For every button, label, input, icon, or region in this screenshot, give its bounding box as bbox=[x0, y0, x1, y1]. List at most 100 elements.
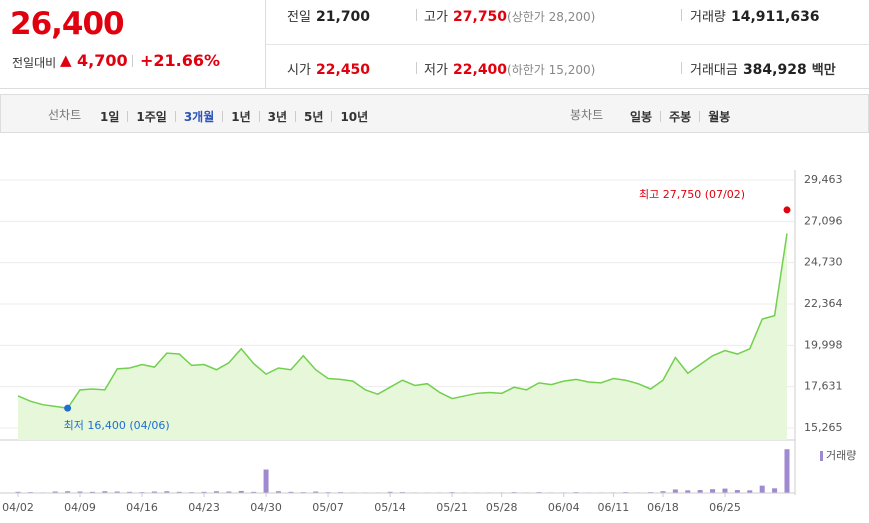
volume-bar bbox=[660, 491, 666, 493]
volume-bar bbox=[697, 490, 703, 493]
volume-bar bbox=[176, 491, 182, 493]
volume-bar bbox=[747, 490, 753, 493]
volume-bar bbox=[114, 491, 120, 493]
y-tick-label: 15,265 bbox=[804, 421, 843, 434]
volume-bar bbox=[238, 490, 244, 493]
legend-swatch bbox=[820, 451, 823, 461]
separator bbox=[295, 111, 297, 122]
volume-bar bbox=[251, 491, 257, 493]
tab[interactable]: 5년 bbox=[304, 110, 324, 124]
volume-bar bbox=[77, 491, 83, 493]
label: 전일 bbox=[287, 10, 311, 25]
y-tick-label: 22,364 bbox=[804, 297, 843, 310]
volume-bar bbox=[288, 491, 294, 493]
tab[interactable]: 주봉 bbox=[669, 110, 692, 124]
tab[interactable]: 3년 bbox=[267, 110, 288, 124]
change-rate: +21.66% bbox=[140, 51, 221, 70]
volume-bar bbox=[710, 489, 716, 493]
y-tick-label: 27,096 bbox=[804, 214, 843, 227]
volume-bar bbox=[226, 491, 232, 493]
annotation-dot bbox=[64, 404, 72, 412]
label: 저가 bbox=[424, 63, 448, 78]
separator bbox=[222, 111, 224, 122]
volume-bar bbox=[759, 485, 765, 493]
label: 고가 bbox=[424, 10, 448, 25]
volume-bar bbox=[15, 491, 21, 493]
volume-bar bbox=[52, 491, 58, 493]
value: 14,911,636 bbox=[730, 9, 820, 25]
tab[interactable]: 월봉 bbox=[708, 110, 731, 124]
separator bbox=[127, 111, 129, 122]
volume-bar bbox=[784, 449, 790, 493]
annotation-dot bbox=[783, 206, 791, 214]
annotation-label: 최저 16,400 (04/06) bbox=[64, 419, 170, 432]
y-tick-label: 24,730 bbox=[804, 256, 843, 269]
volume-bar bbox=[102, 491, 108, 493]
tab[interactable]: 1일 bbox=[100, 110, 120, 124]
volume-bar bbox=[722, 488, 728, 493]
tab[interactable]: 10년 bbox=[340, 110, 369, 124]
separator bbox=[699, 111, 701, 122]
value: 21,700 bbox=[316, 9, 371, 25]
separator bbox=[416, 62, 417, 74]
value: 27,750 bbox=[453, 9, 508, 25]
value: 384,928 bbox=[742, 62, 807, 78]
area bbox=[18, 233, 787, 440]
x-tick-label: 05/28 bbox=[486, 501, 518, 514]
price: 26,400 bbox=[10, 6, 125, 42]
row-divider bbox=[266, 44, 869, 45]
up-arrow: ▲ bbox=[60, 51, 72, 69]
volume-bar bbox=[201, 491, 207, 493]
summary-item: 저가 22,400(하한가 15,200) bbox=[424, 59, 595, 78]
separator bbox=[681, 9, 682, 21]
change-label: 전일대비 bbox=[12, 56, 57, 70]
separator bbox=[331, 111, 333, 122]
separator bbox=[132, 55, 133, 67]
volume-bar bbox=[387, 491, 393, 493]
separator bbox=[681, 62, 682, 74]
tab[interactable]: 1주일 bbox=[136, 110, 167, 124]
value: 22,450 bbox=[316, 62, 371, 78]
summary-item: 거래대금 384,928 백만 bbox=[690, 59, 836, 78]
x-tick-label: 06/04 bbox=[548, 501, 580, 514]
volume-bar bbox=[263, 469, 269, 493]
volume-bar bbox=[772, 488, 778, 493]
x-tick-label: 06/25 bbox=[709, 501, 741, 514]
summary-item: 시가 22,450 bbox=[287, 59, 370, 78]
summary-item: 거래량 14,911,636 bbox=[690, 6, 820, 25]
x-tick-label: 04/30 bbox=[250, 501, 282, 514]
x-tick-label: 05/14 bbox=[374, 501, 406, 514]
summary-item: 전일 21,700 bbox=[287, 6, 370, 25]
x-tick-label: 06/11 bbox=[598, 501, 630, 514]
volume-bar bbox=[65, 491, 71, 493]
price-line bbox=[17, 233, 788, 409]
volume-bar bbox=[734, 490, 740, 493]
bottom-border bbox=[266, 88, 869, 89]
y-tick-label: 29,463 bbox=[804, 173, 843, 186]
x-tick-label: 05/07 bbox=[312, 501, 344, 514]
legend-label: 거래량 bbox=[826, 449, 856, 462]
label: 거래대금 bbox=[690, 63, 738, 78]
x-tick-label: 04/16 bbox=[126, 501, 158, 514]
unit: 백만 bbox=[811, 63, 836, 78]
y-tick-label: 17,631 bbox=[804, 380, 843, 393]
label: 거래량 bbox=[690, 10, 726, 25]
tab-bar bbox=[0, 94, 869, 133]
volume-bar bbox=[151, 491, 157, 493]
volume-bar bbox=[213, 491, 219, 493]
tab-label: 봉차트 bbox=[570, 108, 604, 122]
separator bbox=[660, 111, 662, 122]
value: 22,400 bbox=[453, 62, 508, 78]
separator bbox=[258, 111, 260, 122]
x-tick-label: 04/09 bbox=[64, 501, 96, 514]
volume-bar bbox=[164, 491, 170, 493]
tab[interactable]: 3개월 bbox=[183, 110, 215, 124]
tab[interactable]: 일봉 bbox=[630, 110, 653, 124]
y-tick-label: 19,998 bbox=[804, 338, 843, 351]
note: (상한가 28,200) bbox=[507, 10, 596, 24]
separator bbox=[174, 111, 176, 122]
tab-group: 일봉 주봉 월봉 bbox=[630, 106, 730, 125]
volume-bar bbox=[275, 491, 281, 493]
tab[interactable]: 1년 bbox=[231, 110, 251, 124]
